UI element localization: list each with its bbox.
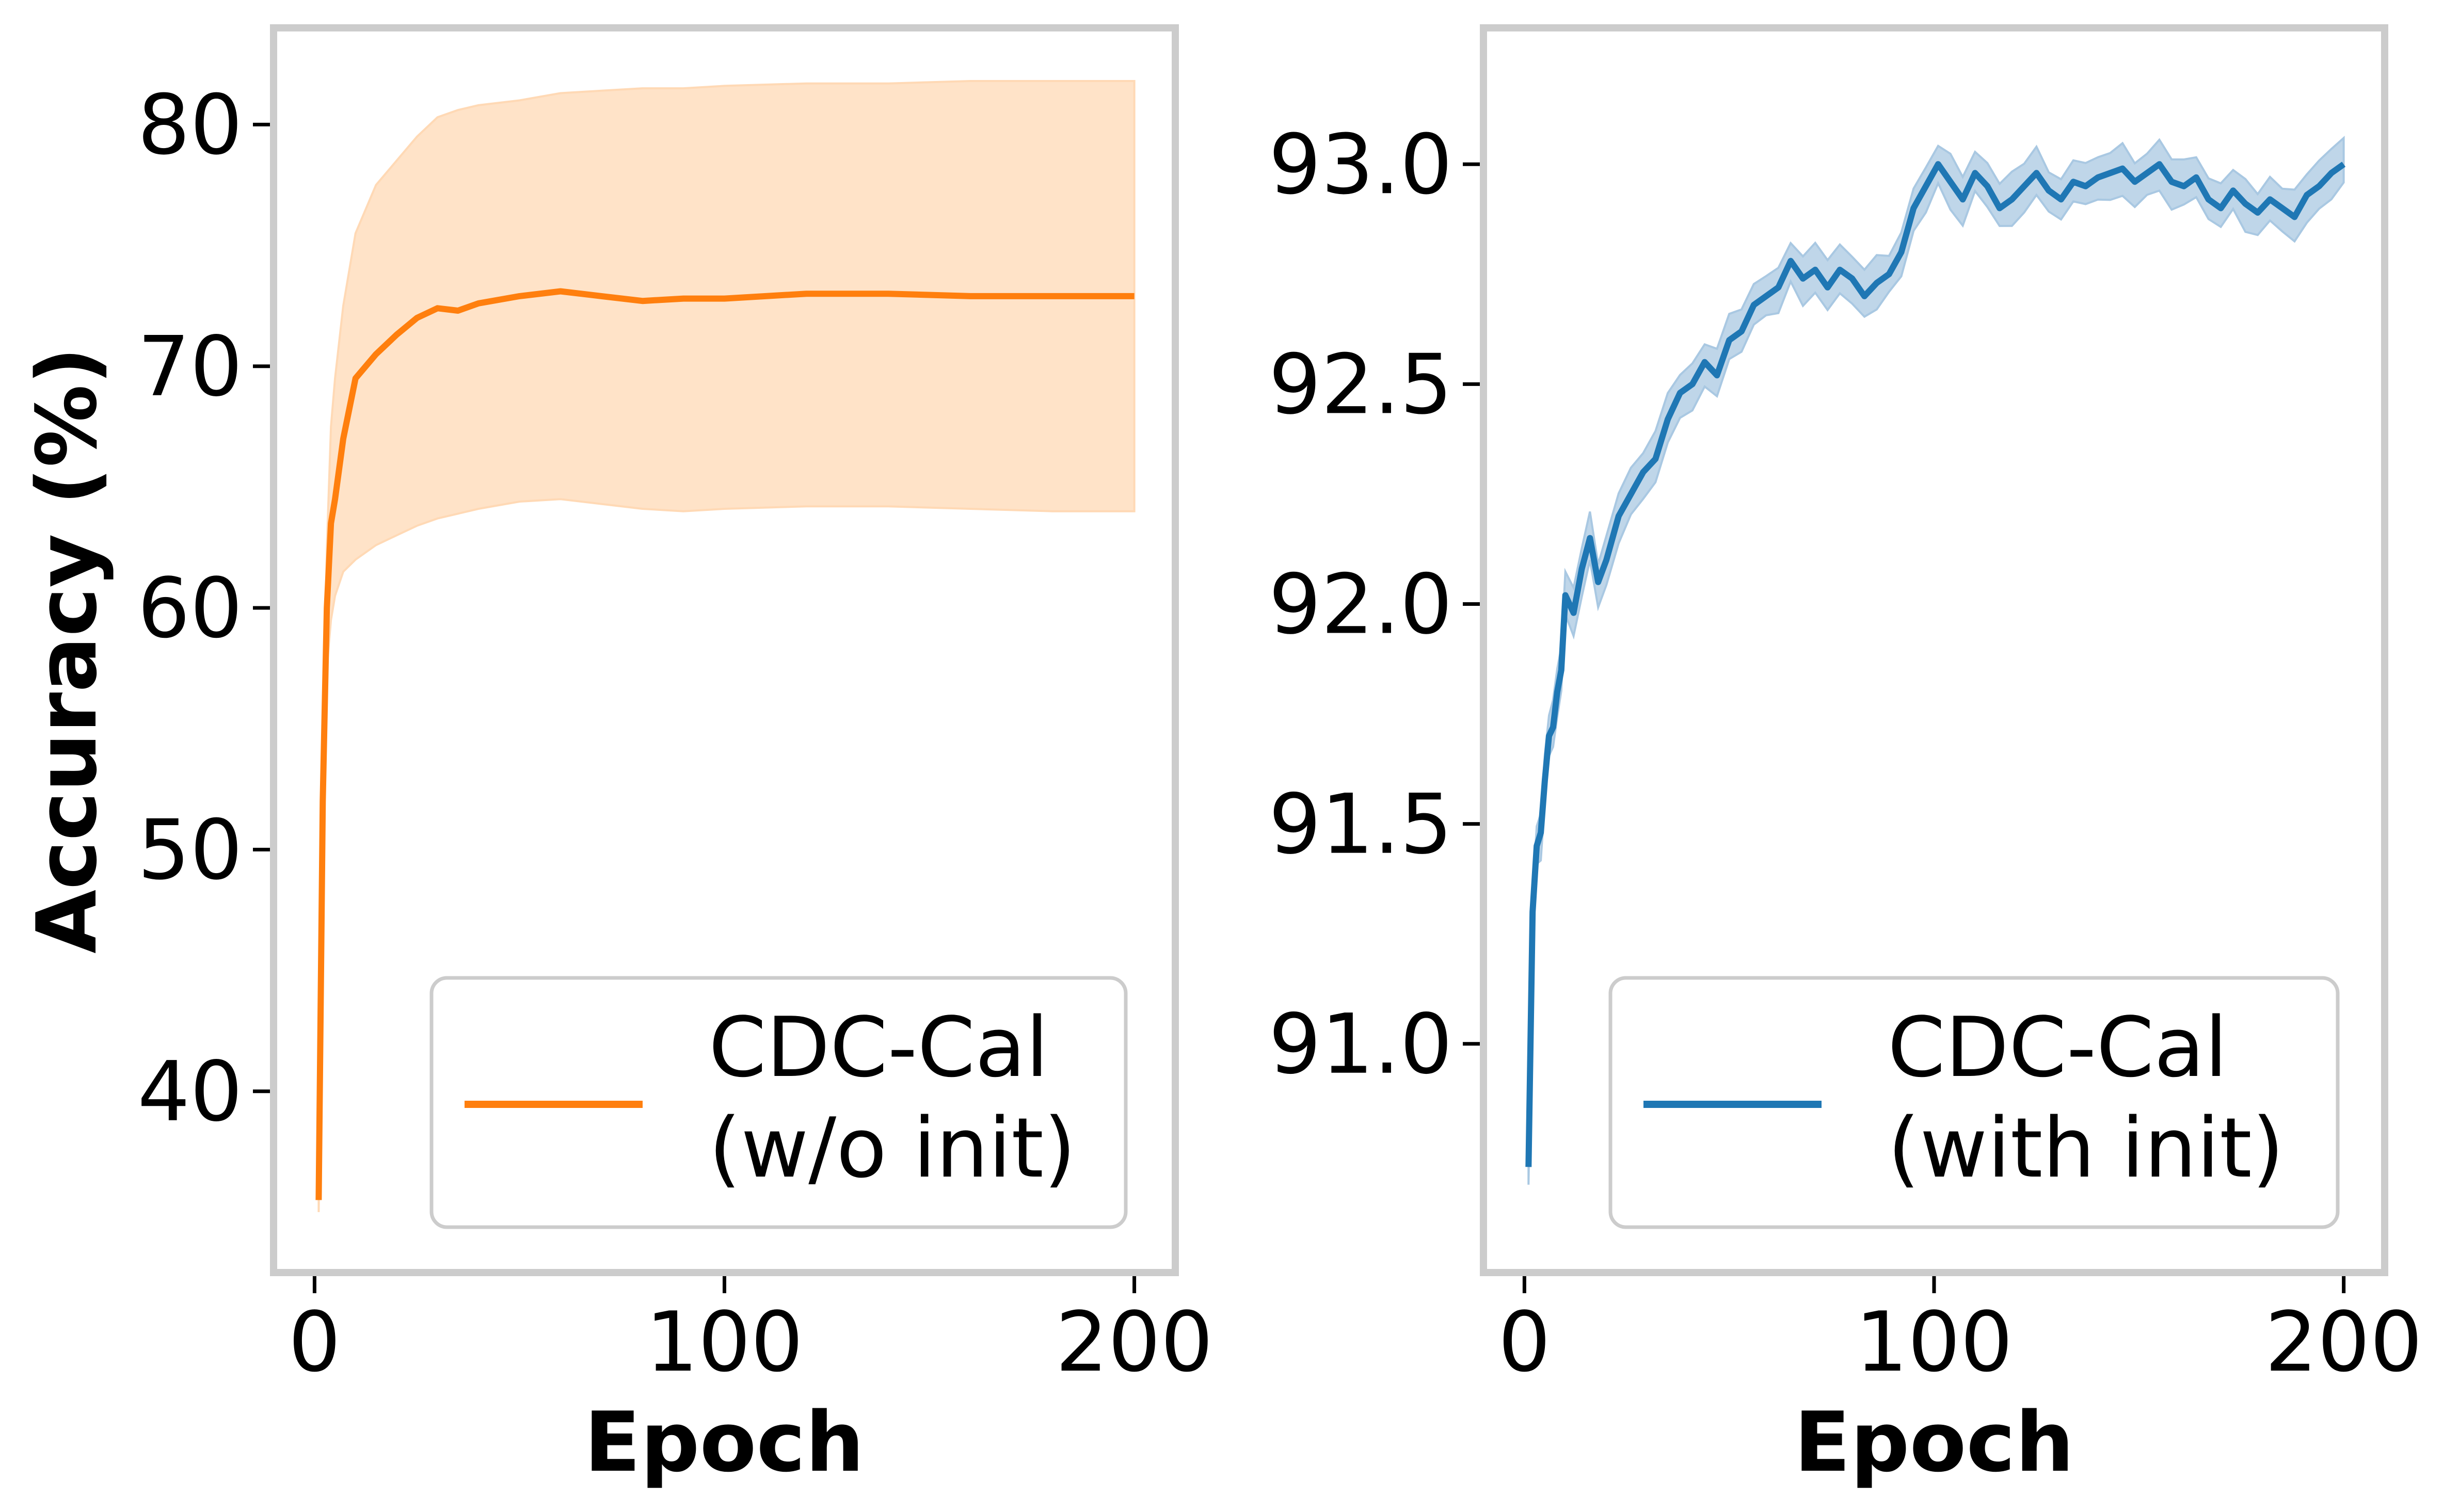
left-confidence-band [317, 80, 1136, 1212]
right-y-tick-label: 93.0 [1269, 116, 1452, 213]
right-legend-label-line2: (with init) [1888, 1100, 2284, 1196]
left-y-tick-label: 80 [137, 76, 243, 173]
right-chart-panel: 0 100 200 91.0 91.5 92.0 92.5 93.0 Epoch CDC-C… [1269, 24, 2422, 1490]
right-y-axis-ticks: 91.0 91.5 92.0 92.5 93.0 [1269, 116, 1480, 1092]
right-y-tick-label: 91.0 [1269, 996, 1452, 1092]
right-series-line-layer [1525, 161, 2346, 1167]
left-y-axis-title: Accuracy (%) [19, 347, 115, 954]
left-confidence-band-layer [317, 80, 1136, 1212]
left-y-tick-label: 40 [137, 1043, 243, 1140]
left-y-tick-label: 60 [137, 560, 243, 656]
left-legend-box [429, 976, 1128, 1229]
left-x-tick-label: 100 [646, 1294, 803, 1390]
left-x-tick-label: 200 [1056, 1294, 1213, 1390]
right-y-tick-label: 92.5 [1269, 336, 1452, 432]
right-legend-label-line1: CDC-Cal [1888, 999, 2228, 1096]
right-confidence-band [1527, 135, 2345, 1185]
left-x-axis-title: Epoch [584, 1394, 865, 1490]
right-x-axis-title: Epoch [1794, 1394, 2074, 1490]
right-x-tick-label: 100 [1855, 1294, 2013, 1390]
left-series-line-layer [315, 288, 1135, 1200]
right-plot-frame [1480, 24, 2388, 1276]
left-x-axis-ticks: 0 100 200 [289, 1276, 1213, 1390]
right-x-tick-label: 200 [2265, 1294, 2422, 1390]
right-legend-box [1608, 976, 2340, 1229]
right-y-tick-label: 91.5 [1269, 776, 1452, 873]
left-legend: CDC-Cal (w/o init) [429, 976, 1128, 1229]
left-legend-label-line1: CDC-Cal [709, 999, 1049, 1096]
right-x-axis-ticks: 0 100 200 [1498, 1276, 2422, 1390]
right-series-line [1525, 161, 2346, 1167]
right-y-tick-label: 92.0 [1269, 556, 1452, 653]
left-series-line [315, 288, 1135, 1200]
left-plot-frame [270, 24, 1179, 1276]
left-y-axis-ticks: 40 50 60 70 80 [137, 76, 270, 1140]
right-x-tick-label: 0 [1498, 1294, 1551, 1390]
left-chart-panel: 0 100 200 40 50 60 70 80 Epoch Accuracy (%) CD… [19, 24, 1213, 1490]
left-y-tick-label: 70 [137, 318, 243, 415]
left-legend-label-line2: (w/o init) [709, 1100, 1076, 1196]
right-confidence-band-layer [1527, 135, 2345, 1185]
right-legend: CDC-Cal (with init) [1608, 976, 2340, 1229]
left-x-tick-label: 0 [289, 1294, 341, 1390]
left-y-tick-label: 50 [137, 801, 243, 898]
